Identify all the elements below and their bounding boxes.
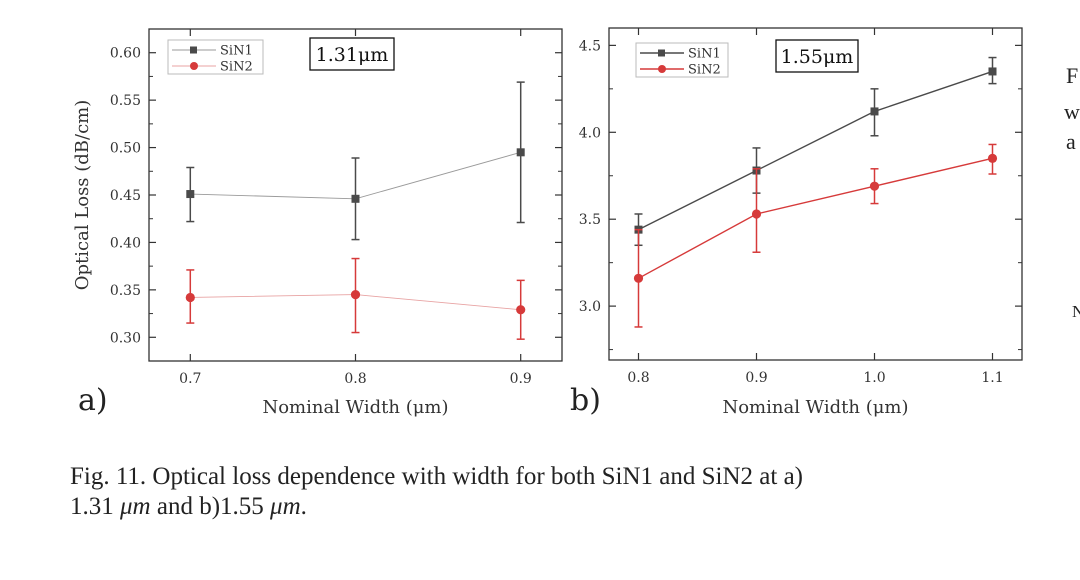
- data-point-circle: [350, 290, 361, 300]
- y-tick-label: 0.30: [110, 330, 141, 346]
- y-tick-label: 3.0: [579, 299, 601, 315]
- plot-frame: [608, 27, 1023, 361]
- x-tick-label: 0.8: [344, 371, 366, 387]
- side-text-line-1: F: [1066, 63, 1079, 88]
- series-sin1: [186, 81, 525, 241]
- x-tick-label: 0.9: [510, 371, 532, 387]
- data-point-circle: [751, 209, 762, 219]
- wavelength-annotation-box: [775, 39, 859, 73]
- y-tick-label: 4.0: [579, 125, 601, 141]
- side-text-line-2: w: [1064, 99, 1080, 124]
- legend-label: SiN2: [688, 63, 721, 78]
- y-axis-title: Optical Loss (dB/cm): [72, 100, 93, 291]
- panel-label: b): [570, 383, 601, 418]
- side-text-line-4: N: [1072, 302, 1080, 321]
- x-tick-label: 0.9: [745, 370, 767, 386]
- y-tick-label: 0.55: [110, 93, 141, 109]
- legend-marker-square: [658, 49, 665, 57]
- legend-box: [635, 42, 729, 78]
- panel-a-chart: 0.30 0.35 0.40 0.45 0.50 0.55 0.60 0.7 0.8 0.9 Nom…: [72, 28, 563, 418]
- legend-marker-square: [190, 46, 197, 54]
- caption-unit-2: μm: [270, 493, 301, 520]
- legend-marker-circle: [658, 65, 666, 73]
- legend-label: SiN1: [220, 44, 253, 59]
- caption-value-2: and b)1.55: [150, 493, 271, 520]
- y-tick-label: 3.5: [579, 212, 601, 228]
- data-point-square: [516, 148, 525, 157]
- panel-b-chart: 3.0 3.5 4.0 4.5 0.8 0.9 1.0 1.1 Nominal Width (μ…: [570, 27, 1023, 418]
- panel-label: a): [78, 383, 108, 418]
- x-tick-label: 1.0: [863, 370, 885, 386]
- legend-box: [167, 39, 264, 75]
- caption-end: .: [300, 493, 307, 520]
- data-point-square: [988, 67, 997, 76]
- y-tick-label: 0.50: [110, 141, 141, 157]
- wavelength-annotation: 1.55μm: [781, 46, 854, 68]
- y-tick-label: 0.35: [110, 283, 141, 299]
- data-point-square: [351, 194, 360, 203]
- data-point-square: [870, 107, 879, 116]
- data-point-circle: [633, 273, 644, 283]
- series-line: [638, 70, 993, 231]
- data-point-square: [186, 190, 195, 199]
- figure-caption: Fig. 11. Optical loss dependence with wi…: [70, 462, 1030, 522]
- y-tick-label: 0.40: [110, 235, 141, 251]
- wavelength-annotation-box: [309, 37, 395, 71]
- data-point-circle: [516, 305, 526, 315]
- x-axis-title: Nominal Width (μm): [722, 397, 908, 418]
- caption-value-1: 1.31: [70, 493, 120, 520]
- legend-label: SiN1: [688, 47, 721, 62]
- caption-line-1: Fig. 11. Optical loss dependence with wi…: [70, 463, 803, 490]
- y-tick-label: 4.5: [579, 38, 601, 54]
- x-tick-label: 1.1: [981, 370, 1003, 386]
- legend-label: SiN2: [220, 60, 253, 75]
- series-sin2: [185, 257, 526, 340]
- side-text-line-3: a: [1066, 129, 1076, 154]
- data-point-circle: [869, 181, 880, 191]
- series-sin1: [634, 56, 997, 247]
- x-tick-label: 0.8: [627, 370, 649, 386]
- y-tick-label: 0.45: [110, 188, 141, 204]
- series-sin2: [633, 143, 998, 328]
- x-tick-label: 0.7: [179, 371, 201, 387]
- wavelength-annotation: 1.31μm: [316, 44, 389, 66]
- data-point-circle: [185, 292, 195, 303]
- x-axis-title: Nominal Width (μm): [262, 397, 448, 418]
- legend-marker-circle: [190, 62, 198, 70]
- series-line: [638, 157, 993, 279]
- caption-unit-1: μm: [120, 493, 151, 520]
- data-point-circle: [987, 153, 998, 163]
- figure: 0.30 0.35 0.40 0.45 0.50 0.55 0.60 0.7 0.8 0.9 Nom…: [72, 27, 1023, 418]
- y-tick-label: 0.60: [110, 46, 141, 62]
